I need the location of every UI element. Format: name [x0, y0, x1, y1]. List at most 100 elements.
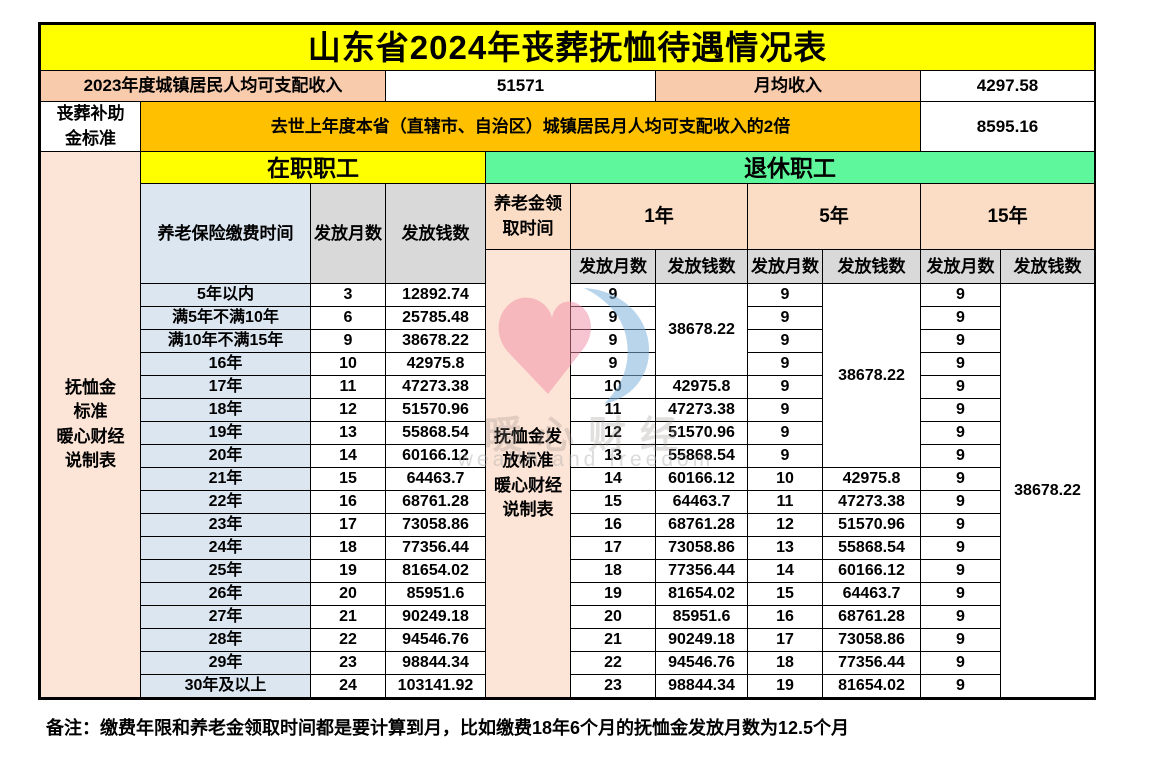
funeral-subsidy-label: 丧葬补助 金标准 — [40, 100, 141, 153]
cell-active-months: 16 — [310, 490, 386, 515]
cell-year5-months: 9 — [747, 283, 823, 308]
cell-year5-months: 18 — [747, 651, 823, 676]
cell-active-amount: 42975.8 — [385, 352, 486, 377]
cell-year1-amount: 90249.18 — [655, 628, 748, 653]
cell-year1-months: 23 — [570, 674, 656, 699]
cell-contribution-period: 28年 — [140, 628, 311, 653]
cell-year5-months: 10 — [747, 467, 823, 492]
cell-year5-months: 11 — [747, 490, 823, 515]
cell-year1-months: 14 — [570, 467, 656, 492]
cell-active-months: 24 — [310, 674, 386, 699]
title-row: 山东省2024年丧葬抚恤待遇情况表 — [39, 24, 1096, 71]
cell-year1-amount: 47273.38 — [655, 398, 748, 423]
cell-active-amount: 73058.86 — [385, 513, 486, 538]
cell-year1-amount: 77356.44 — [655, 559, 748, 584]
year15-header: 15年 — [919, 183, 1096, 251]
cell-year1-amount: 85951.6 — [655, 605, 748, 630]
pension-time-header: 养老金领 取时间 — [485, 183, 571, 251]
cell-year1-months: 16 — [570, 513, 656, 538]
cell-active-months: 9 — [310, 329, 386, 354]
cell-year1-months: 17 — [570, 536, 656, 561]
benefit-table-sheet: 山东省2024年丧葬抚恤待遇情况表 2023年度城镇居民人均可支配收入 5157… — [38, 22, 1096, 701]
active-amount-header: 发放钱数 — [385, 183, 486, 285]
table-row: 24年 18 77356.44 17 73058.86 13 55868.54 9 — [41, 536, 1095, 561]
cell-year5-amount: 77356.44 — [822, 651, 921, 676]
cell-contribution-period: 17年 — [140, 375, 311, 400]
table-row: 19年 13 55868.54 12 51570.96 9 9 — [41, 421, 1095, 446]
cell-year15-months: 9 — [920, 513, 1001, 538]
cell-active-amount: 90249.18 — [385, 605, 486, 630]
cell-year15-months: 9 — [920, 582, 1001, 607]
cell-year15-months: 9 — [920, 559, 1001, 584]
cell-year15-months: 9 — [920, 467, 1001, 492]
cell-active-months: 19 — [310, 559, 386, 584]
cell-active-amount: 12892.74 — [385, 283, 486, 308]
cell-year1-months: 9 — [570, 306, 656, 331]
cell-year1-amount: 94546.76 — [655, 651, 748, 676]
cell-contribution-period: 18年 — [140, 398, 311, 423]
cell-active-amount: 60166.12 — [385, 444, 486, 469]
cell-contribution-period: 23年 — [140, 513, 311, 538]
cell-year1-amount-merged: 38678.22 — [655, 283, 748, 377]
cell-year15-months: 9 — [920, 651, 1001, 676]
table-row: 满10年不满15年 9 38678.22 9 9 9 — [41, 329, 1095, 354]
cell-year15-amount-merged: 38678.22 — [999, 283, 1096, 699]
cell-year15-months: 9 — [920, 490, 1001, 515]
table-row: 26年 20 85951.6 19 81654.02 15 64463.7 9 — [41, 582, 1095, 607]
cell-contribution-period: 19年 — [140, 421, 311, 446]
page-title: 山东省2024年丧葬抚恤待遇情况表 — [39, 24, 1096, 71]
cell-contribution-period: 27年 — [140, 605, 311, 630]
year15-months-header: 发放月数 — [920, 249, 1001, 285]
active-months-header: 发放月数 — [310, 183, 386, 285]
cell-active-months: 10 — [310, 352, 386, 377]
cell-contribution-period: 24年 — [140, 536, 311, 561]
cell-active-months: 18 — [310, 536, 386, 561]
year15-amount-header: 发放钱数 — [999, 249, 1096, 285]
cell-year1-months: 9 — [570, 283, 656, 308]
cell-active-amount: 25785.48 — [385, 306, 486, 331]
cell-year1-months: 20 — [570, 605, 656, 630]
cell-year5-amount: 73058.86 — [822, 628, 921, 653]
cell-year5-amount: 51570.96 — [822, 513, 921, 538]
cell-year15-months: 9 — [920, 628, 1001, 653]
cell-active-amount: 81654.02 — [385, 559, 486, 584]
table-row: 25年 19 81654.02 18 77356.44 14 60166.12 9 — [41, 559, 1095, 584]
cell-active-months: 3 — [310, 283, 386, 308]
cell-year1-months: 11 — [570, 398, 656, 423]
cell-year5-amount-merged: 38678.22 — [822, 283, 921, 469]
section-header-row: 抚恤金 标准 暖心财经 说制表 在职职工 退休职工 — [40, 151, 1096, 699]
monthly-income-value: 4297.58 — [919, 70, 1096, 102]
cell-active-amount: 55868.54 — [385, 421, 486, 446]
table-row: 18年 12 51570.96 11 47273.38 9 9 — [41, 398, 1095, 423]
cell-contribution-period: 5年以内 — [140, 283, 311, 308]
cell-year1-months: 12 — [570, 421, 656, 446]
cell-contribution-period: 30年及以上 — [140, 674, 311, 699]
cell-contribution-period: 20年 — [140, 444, 311, 469]
cell-active-months: 15 — [310, 467, 386, 492]
cell-active-amount: 98844.34 — [385, 651, 486, 676]
cell-year1-months: 22 — [570, 651, 656, 676]
cell-year1-months: 15 — [570, 490, 656, 515]
cell-active-amount: 68761.28 — [385, 490, 486, 515]
contribution-time-header: 养老保险缴费时间 — [140, 183, 311, 285]
year1-months-header: 发放月数 — [570, 249, 656, 285]
cell-contribution-period: 21年 — [140, 467, 311, 492]
monthly-income-label: 月均收入 — [655, 70, 921, 102]
cell-active-months: 13 — [310, 421, 386, 446]
table-row: 5年以内 3 12892.74 9 38678.22 9 38678.22 9 38678.22 — [41, 283, 1096, 699]
cell-year1-amount: 64463.7 — [655, 490, 748, 515]
cell-contribution-period: 26年 — [140, 582, 311, 607]
cell-year5-months: 9 — [747, 329, 823, 354]
cell-year5-amount: 81654.02 — [822, 674, 921, 699]
cell-year15-months: 9 — [920, 444, 1001, 469]
year1-amount-header: 发放钱数 — [655, 249, 748, 285]
cell-active-months: 20 — [310, 582, 386, 607]
table-row: 21年 15 64463.7 14 60166.12 10 42975.8 9 — [41, 467, 1095, 492]
cell-year5-months: 9 — [747, 398, 823, 423]
mid-watermark-label: 抚恤金发 放标准 暖心财经 说制表 — [485, 249, 571, 699]
cell-year15-months: 9 — [920, 398, 1001, 423]
cell-year5-amount: 60166.12 — [822, 559, 921, 584]
cell-year5-months: 12 — [747, 513, 823, 538]
cell-active-amount: 51570.96 — [385, 398, 486, 423]
cell-year5-amount: 55868.54 — [822, 536, 921, 561]
